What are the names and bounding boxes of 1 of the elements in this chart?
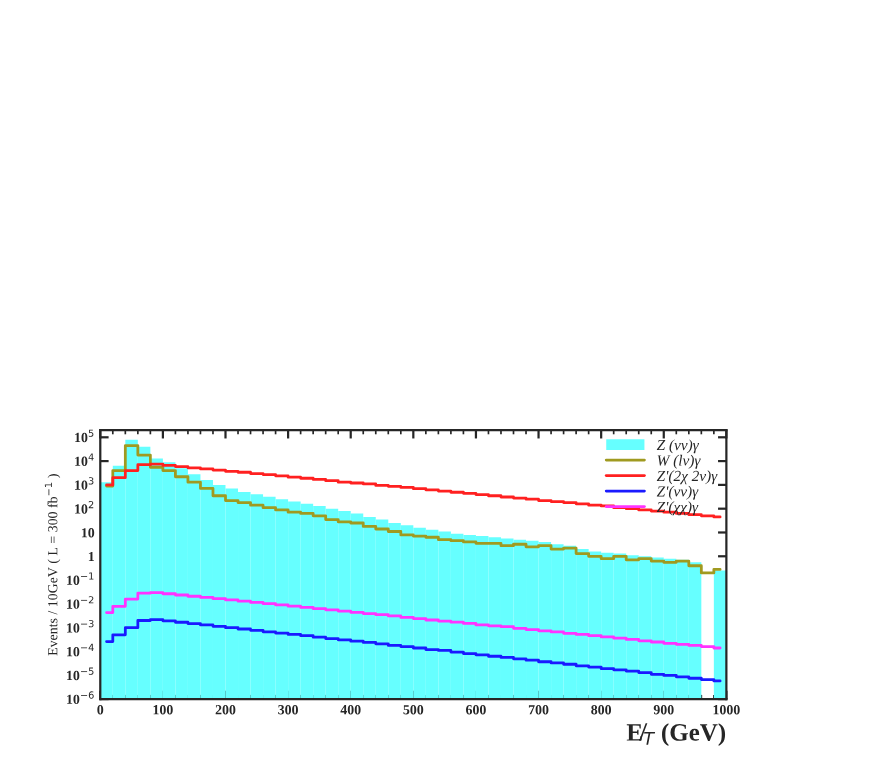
- x-axis-title: E̸$_{T}$ (GeV): [626, 723, 726, 746]
